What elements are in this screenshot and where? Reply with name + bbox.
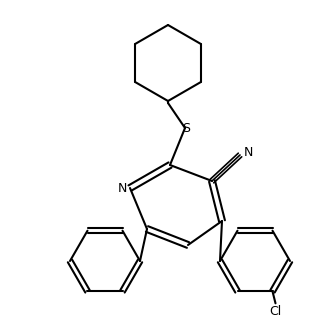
Text: S: S [182,122,190,135]
Text: Cl: Cl [269,305,282,318]
Text: N: N [117,181,127,194]
Text: N: N [243,146,253,159]
